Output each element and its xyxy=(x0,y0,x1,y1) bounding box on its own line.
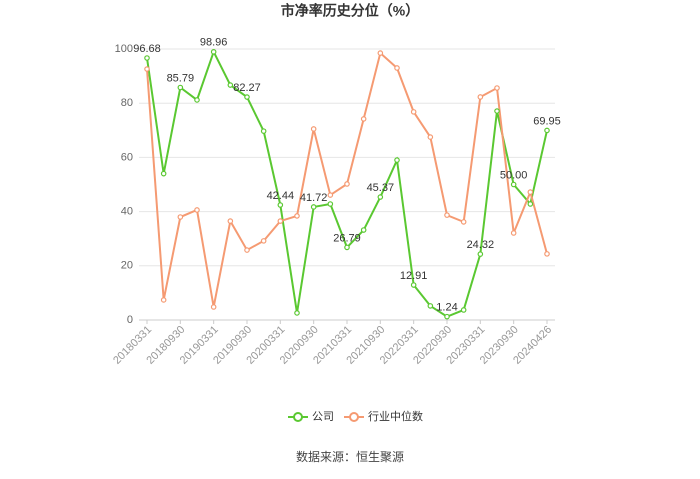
point xyxy=(510,181,517,188)
y-tick-label: 80 xyxy=(121,97,133,109)
data-label: 69.95 xyxy=(533,115,561,127)
data-label: 42.44 xyxy=(267,190,295,202)
legend-marker xyxy=(293,412,303,422)
point xyxy=(394,157,400,163)
point xyxy=(294,213,300,219)
point xyxy=(227,82,234,88)
point xyxy=(344,181,350,187)
point xyxy=(344,244,350,251)
point xyxy=(360,227,367,233)
data-label: 12.91 xyxy=(400,270,428,282)
point xyxy=(227,218,234,224)
point xyxy=(444,212,450,218)
point xyxy=(160,297,167,303)
point xyxy=(310,126,317,132)
data-label: 85.79 xyxy=(167,72,195,84)
data-label: 45.37 xyxy=(367,182,395,194)
point xyxy=(294,310,300,316)
point xyxy=(244,94,250,100)
point xyxy=(310,204,317,210)
point xyxy=(210,304,217,310)
data-label: 96.68 xyxy=(133,43,161,55)
point xyxy=(477,94,484,100)
point xyxy=(410,282,417,288)
y-tick-label: 20 xyxy=(121,260,133,272)
point xyxy=(444,313,450,320)
point xyxy=(494,85,500,91)
data-label: 1.24 xyxy=(436,302,457,314)
point xyxy=(427,303,434,309)
point xyxy=(144,55,150,61)
data-label: 24.32 xyxy=(467,239,495,251)
series-line xyxy=(146,51,548,308)
point xyxy=(244,247,250,253)
point xyxy=(144,66,150,72)
point xyxy=(460,219,467,225)
point xyxy=(177,214,184,220)
data-label: 41.72 xyxy=(300,192,328,204)
y-tick-label: 40 xyxy=(121,206,133,218)
point xyxy=(277,218,284,224)
y-tick-label: 100 xyxy=(115,43,133,55)
data-label: 98.96 xyxy=(200,37,228,49)
point xyxy=(177,84,184,91)
point xyxy=(210,49,217,55)
point xyxy=(327,201,334,207)
point xyxy=(527,189,534,195)
point xyxy=(260,128,267,134)
point xyxy=(460,307,467,313)
point xyxy=(327,192,334,198)
legend-label: 行业中位数 xyxy=(368,409,423,423)
point xyxy=(377,194,384,200)
point xyxy=(427,134,434,140)
point xyxy=(194,97,200,103)
data-label: 50.00 xyxy=(500,169,528,181)
point xyxy=(377,50,384,56)
point xyxy=(277,202,284,208)
point xyxy=(410,109,417,115)
point xyxy=(394,65,400,71)
point xyxy=(160,170,167,177)
legend-label: 公司 xyxy=(312,411,334,423)
legend-marker xyxy=(349,412,359,422)
point xyxy=(360,116,367,122)
point xyxy=(494,108,500,114)
data-label: 82.27 xyxy=(233,82,261,94)
point xyxy=(260,238,267,244)
point xyxy=(510,230,517,236)
chart-title: 市净率历史分位（%） xyxy=(281,3,419,19)
y-tick-label: 60 xyxy=(121,151,133,163)
point xyxy=(544,251,550,257)
y-tick-label: 0 xyxy=(127,314,133,326)
point xyxy=(477,251,484,257)
data-label: 26.79 xyxy=(333,232,361,244)
point xyxy=(527,201,534,207)
source: 数据来源：恒生聚源 xyxy=(296,449,404,464)
point xyxy=(194,207,200,213)
point xyxy=(544,127,550,134)
